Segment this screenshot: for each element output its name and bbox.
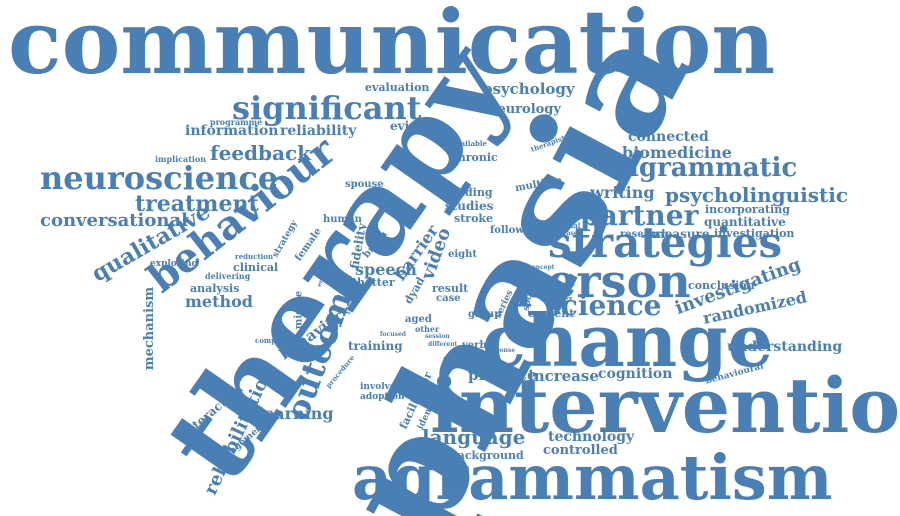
word-other: other — [415, 324, 440, 334]
word-science: science — [545, 289, 662, 322]
word-implication: implication — [155, 154, 207, 164]
word-conclusion: conclusion — [688, 279, 755, 292]
word-session: session — [425, 333, 450, 340]
word-group: group — [468, 309, 502, 320]
word-human: human — [323, 214, 362, 225]
word-enhance: enhance — [443, 353, 481, 363]
word-strategies: strategies — [548, 218, 783, 267]
word-evidence: evidence — [390, 119, 449, 133]
word-learning: learning — [258, 404, 334, 423]
word-result: result — [432, 282, 469, 295]
word-practice: practice — [468, 366, 537, 384]
word-mechanism: mechanism — [142, 286, 158, 371]
word-method: method — [185, 292, 253, 311]
word-involved: involved — [360, 382, 402, 392]
word-significant: significant — [232, 89, 422, 127]
word-different: different — [428, 341, 458, 348]
word-incorporating: incorporating — [705, 203, 790, 216]
word-information: information — [185, 123, 279, 139]
word-middle: middle — [293, 290, 305, 330]
word-training: training — [348, 339, 403, 353]
word-technology: technology — [548, 429, 635, 445]
word-exploring: exploring — [150, 259, 198, 269]
word-response: response — [485, 347, 516, 354]
word-focused: focused — [380, 331, 406, 338]
word-increase: increase — [528, 367, 599, 385]
word-aged: aged — [405, 314, 432, 325]
word-feedback: feedback — [210, 141, 312, 165]
word-change: change — [482, 298, 774, 383]
word-analysis: analysis — [190, 282, 240, 295]
word-verbal: verbal — [462, 340, 497, 351]
word-psycholinguistic: psycholinguistic — [665, 183, 849, 207]
word-programme: programme — [210, 117, 263, 127]
word-better: better — [357, 276, 395, 289]
word-neuroscience: neuroscience — [40, 159, 279, 197]
word-stroke: stroke — [454, 212, 494, 225]
word-psychology: psychology — [482, 80, 575, 98]
word-component: component — [255, 336, 299, 345]
word-writing: writing — [590, 183, 655, 202]
word-controlled: controlled — [543, 443, 618, 458]
word-studies: studies — [445, 199, 494, 213]
word-agrammatism: agrammatism — [352, 441, 833, 514]
word-spouse: spouse — [345, 179, 384, 190]
word-adoption: adoption — [360, 392, 405, 402]
word-research: research — [620, 229, 669, 240]
word-eight: eight — [448, 249, 478, 260]
word-clinical: clinical — [233, 261, 279, 274]
word-complex: complex — [540, 294, 573, 303]
word-cognition: cognition — [598, 366, 673, 382]
word-available: available — [452, 139, 487, 148]
word-chronic: chronic — [451, 151, 498, 164]
word-potential: potential — [545, 221, 581, 230]
word-decrease: decrease — [548, 230, 578, 237]
word-background: background — [450, 449, 524, 462]
word-partner: partner — [580, 199, 699, 232]
word-treatment: treatment — [135, 191, 259, 217]
word-case: case — [436, 293, 461, 304]
word-investigation: investigation — [714, 227, 795, 240]
word-intervention: intervention — [430, 361, 900, 450]
word-quantitative: quantitative — [704, 215, 786, 229]
word-reliability: reliability — [280, 123, 357, 139]
word-conversational: conversational — [40, 210, 188, 231]
word-production: production — [450, 362, 487, 369]
word-finding: finding — [449, 186, 493, 199]
word-current: current — [528, 307, 575, 320]
word-measure: measure — [652, 227, 710, 241]
word-concept: concept — [528, 264, 555, 271]
word-connected: connected — [628, 129, 709, 145]
word-evaluation: evaluation — [365, 81, 430, 94]
word-speech: speech — [355, 260, 417, 279]
word-understanding: understanding — [727, 339, 843, 355]
word-follow: follow — [490, 225, 524, 236]
word-person: person — [515, 254, 691, 308]
word-communication: communication — [8, 0, 776, 94]
word-agrammatic: agrammatic — [622, 153, 798, 183]
word-delivering: delivering — [205, 271, 251, 281]
word-biomedicine: biomedicine — [622, 143, 732, 162]
word-language: language — [422, 425, 526, 449]
word-reduction: reduction — [235, 252, 274, 261]
word-neurology: neurology — [488, 102, 561, 117]
